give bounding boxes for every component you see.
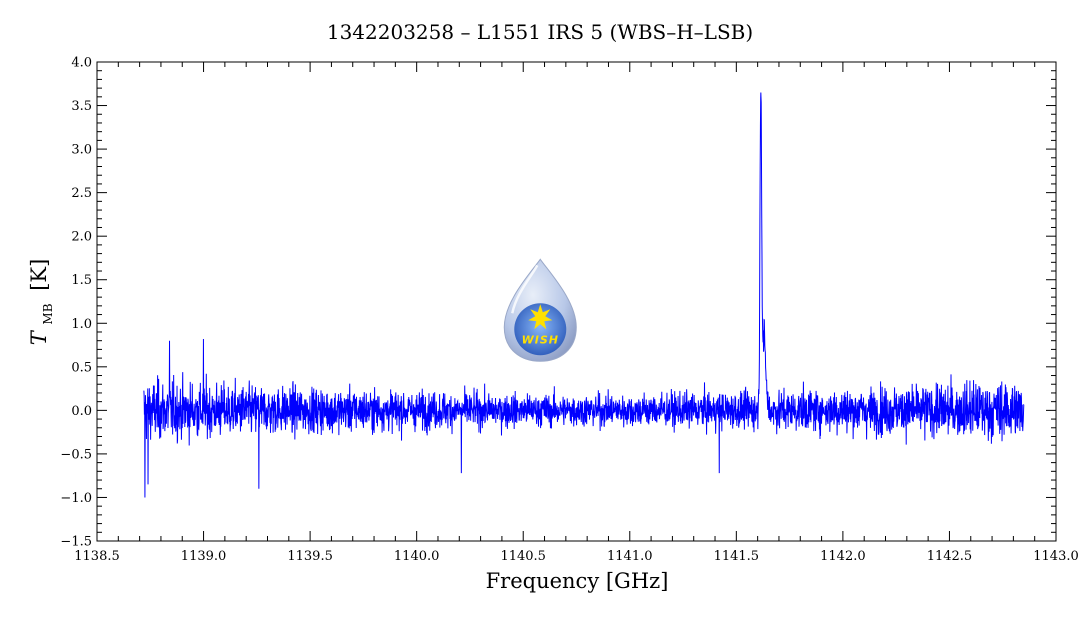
y-tick-label: 2.5 (71, 186, 92, 201)
logo-core (514, 303, 567, 356)
y-axis-label: T MB [K] (27, 259, 57, 346)
logo-text: WISH (522, 333, 559, 346)
y-tick-label: −0.5 (60, 447, 92, 462)
y-tick-label: 1.0 (71, 317, 92, 332)
y-tick-label: 2.0 (71, 230, 92, 245)
wish-logo: WISH (503, 258, 577, 362)
plot-series (143, 92, 1025, 498)
plot-frame (96, 61, 1057, 542)
y-tick-label: 3.0 (71, 143, 92, 158)
y-tick-label: −1.0 (60, 491, 92, 506)
x-tick-label: 1141.5 (714, 549, 760, 564)
y-axis-label-sub: MB (41, 303, 55, 324)
y-tick-label: 0.5 (71, 360, 92, 375)
x-tick-label: 1139.5 (287, 549, 333, 564)
y-axis: −1.5 −1.0 −0.5 0.0 0.5 1.0 1.5 2.0 2.5 3.0 3.5 4.0 (60, 56, 1056, 550)
x-tick-label: 1142.0 (820, 549, 866, 564)
y-tick-label: 1.5 (71, 273, 92, 288)
logo-star-icon (528, 304, 553, 330)
x-axis-label: Frequency [GHz] (486, 569, 669, 593)
y-tick-label: 0.0 (71, 404, 92, 419)
x-axis: 1138.5 1139.0 1139.5 1140.0 1140.5 1141.0 1141… (74, 62, 1079, 564)
y-tick-label: 4.0 (71, 56, 92, 71)
logo-highlight (511, 264, 539, 314)
y-tick-label: −1.5 (60, 535, 92, 550)
svg-text:T MB [K]: T MB [K] (27, 259, 57, 346)
x-tick-label: 1143.0 (1033, 549, 1079, 564)
y-axis-label-main: T (27, 329, 51, 345)
y-tick-label: 3.5 (71, 99, 92, 114)
x-tick-label: 1141.0 (607, 549, 653, 564)
x-tick-label: 1139.0 (181, 549, 227, 564)
spectrum-line (143, 92, 1025, 498)
x-tick-label: 1142.5 (927, 549, 973, 564)
chart-title: 1342203258 – L1551 IRS 5 (WBS–H–LSB) (327, 20, 753, 44)
x-tick-label: 1140.0 (394, 549, 440, 564)
x-tick-label: 1138.5 (74, 549, 120, 564)
x-tick-label: 1140.5 (500, 549, 546, 564)
y-axis-label-unit: [K] (27, 259, 51, 291)
